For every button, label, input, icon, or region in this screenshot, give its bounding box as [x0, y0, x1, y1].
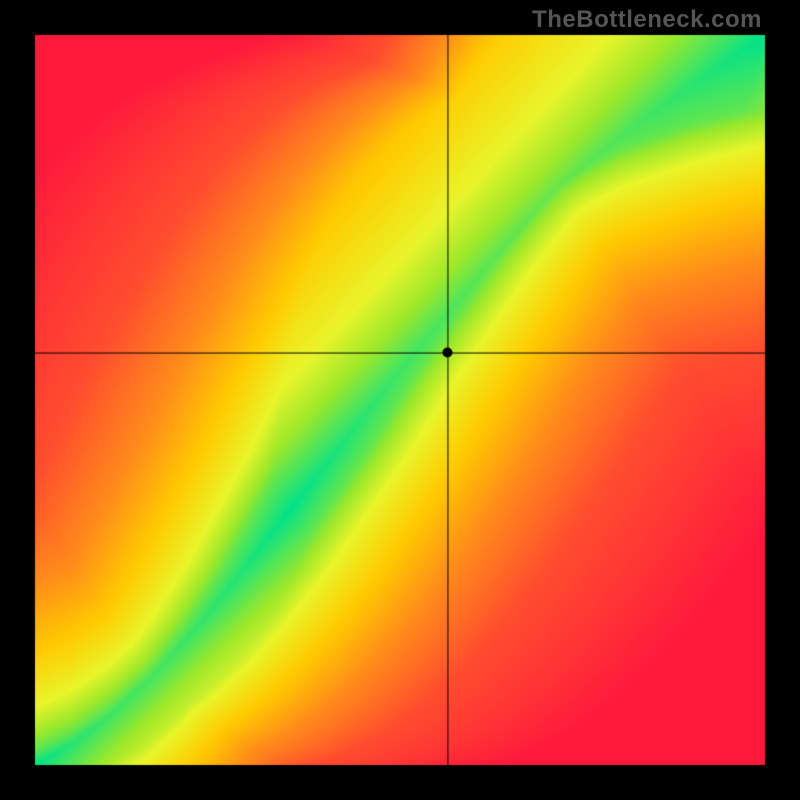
watermark-text: TheBottleneck.com [532, 6, 762, 34]
root: TheBottleneck.com [0, 0, 800, 800]
bottleneck-heatmap-canvas [0, 0, 800, 800]
